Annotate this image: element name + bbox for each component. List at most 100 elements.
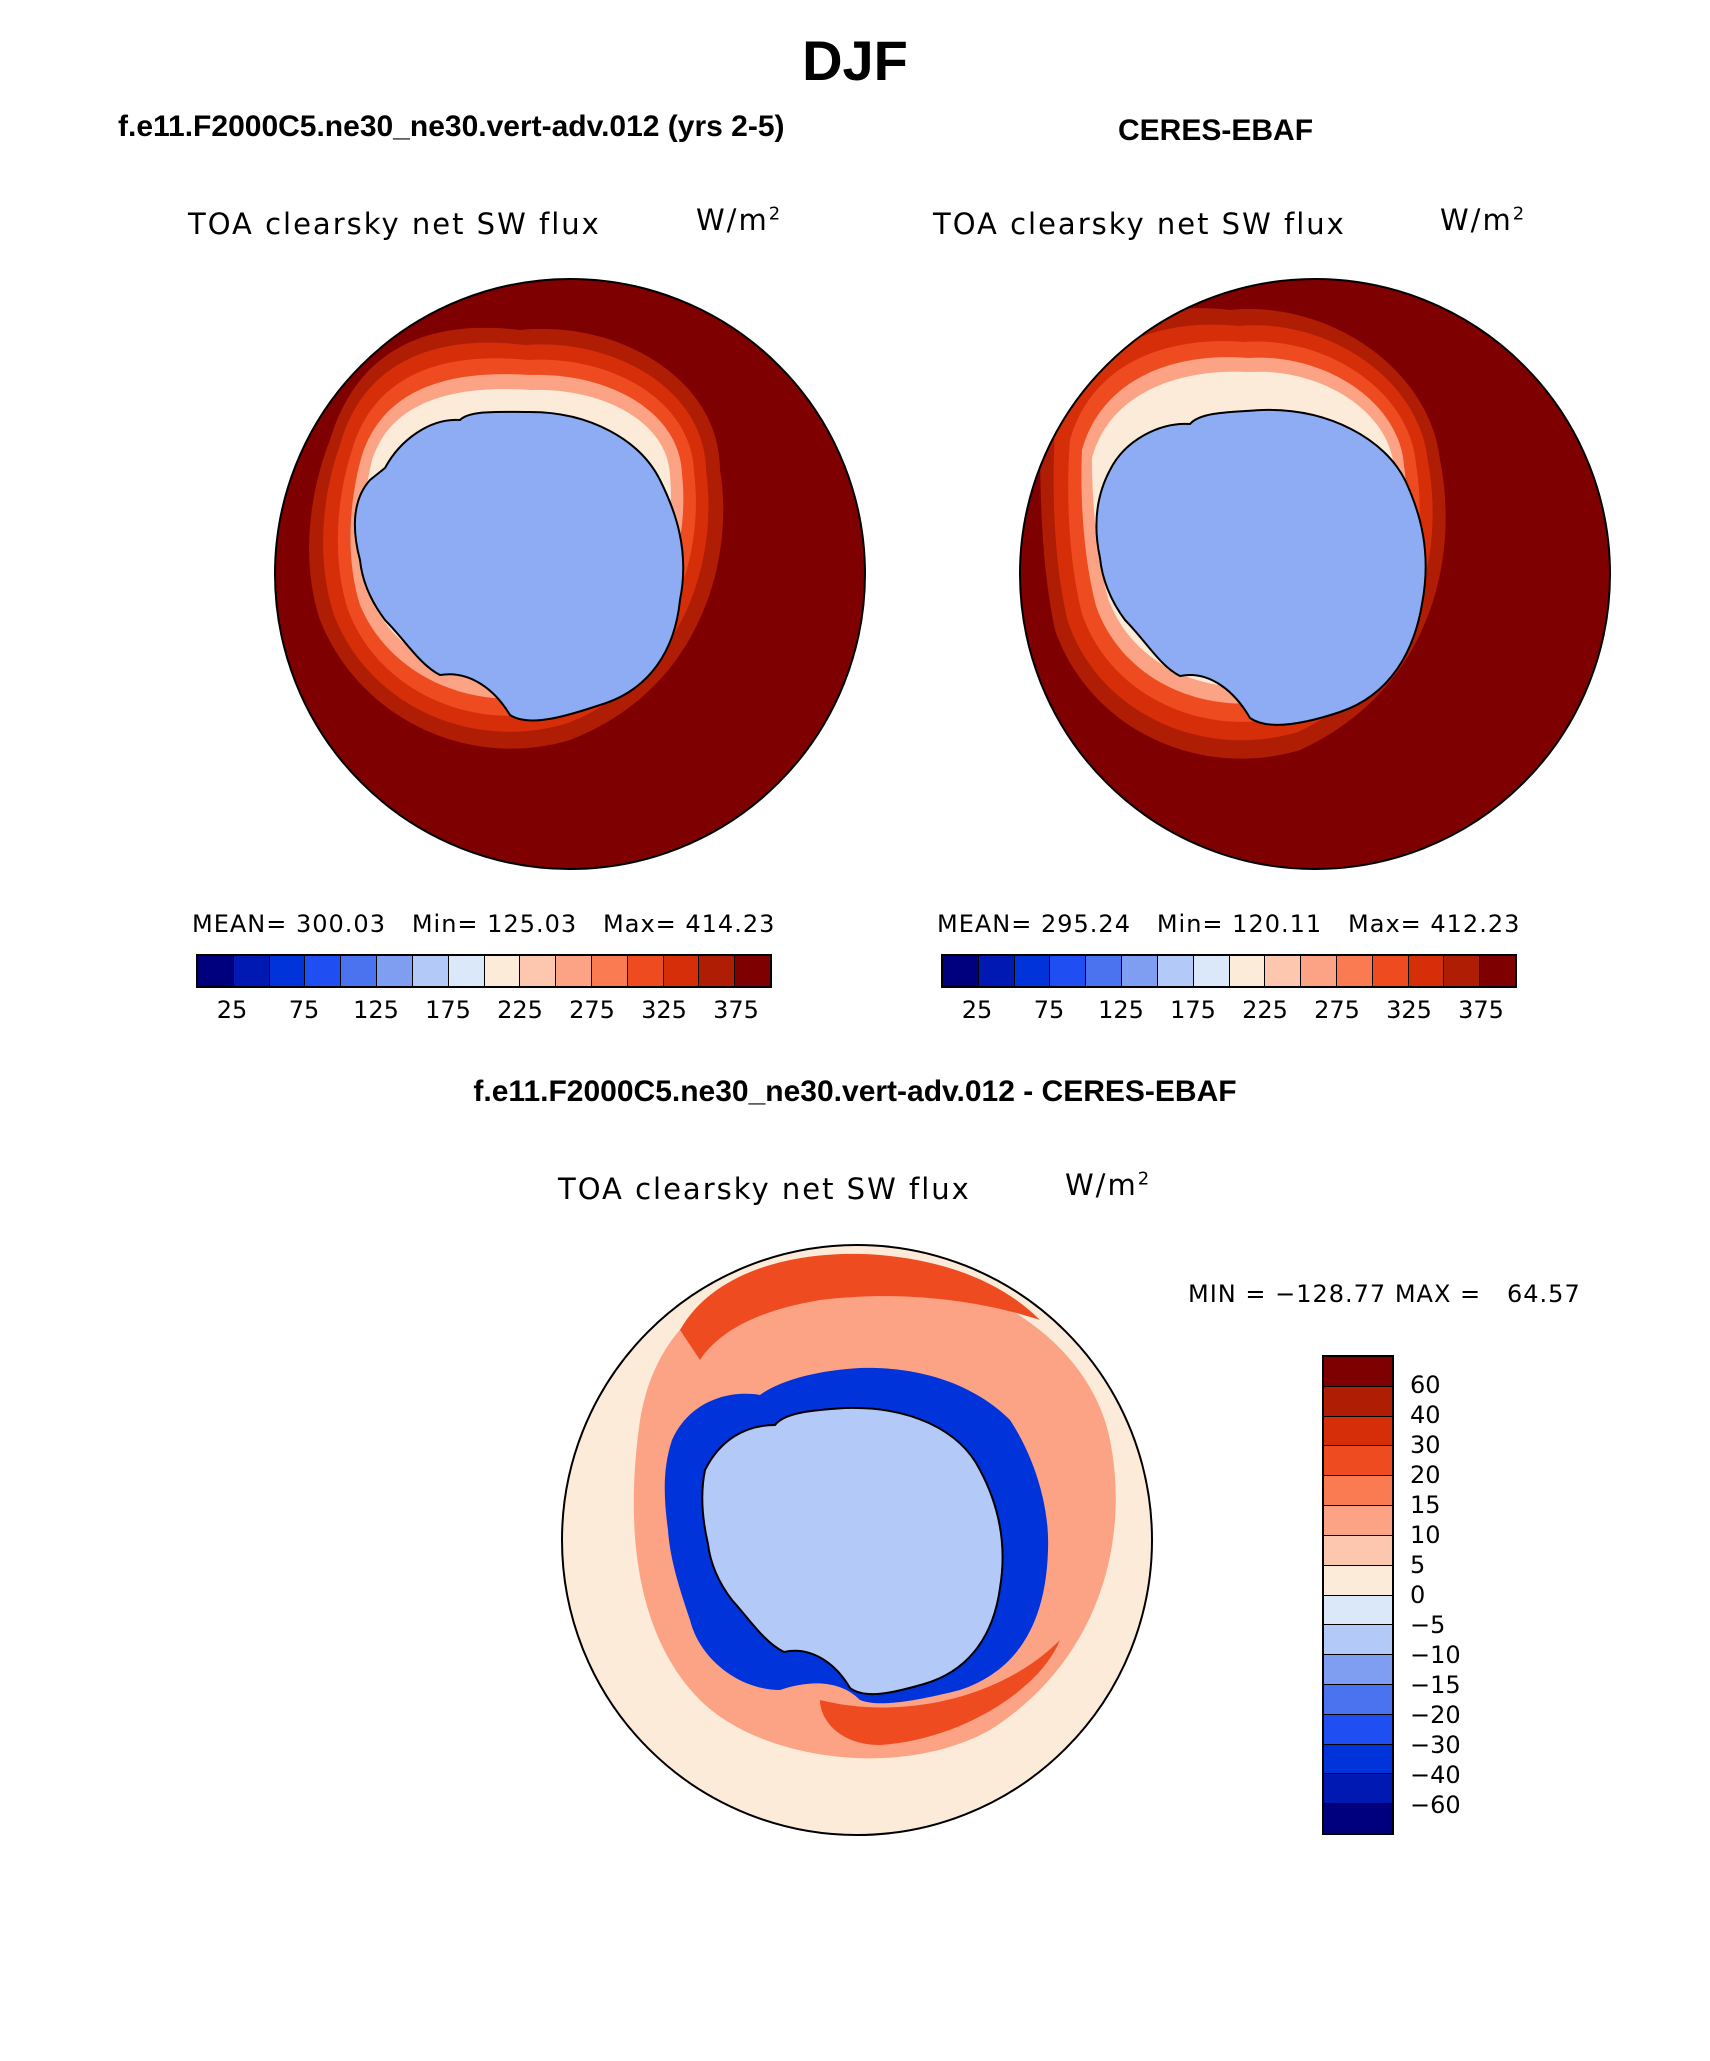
colorbar-swatch: [1324, 1506, 1392, 1536]
colorbar-swatch: [448, 956, 485, 986]
colorbar-level-label: −15: [1410, 1671, 1461, 1699]
colorbar-level-label: −20: [1410, 1701, 1461, 1729]
colorbar-swatch: [591, 956, 628, 986]
colorbar-tick-label: 125: [353, 996, 399, 1024]
colorbar-tick-label: 25: [216, 996, 248, 1024]
colorbar-tick-label: 225: [497, 996, 543, 1024]
colorbar-swatch: [1372, 956, 1409, 986]
colorbar-swatch: [305, 956, 342, 986]
colorbar-tick-label: 275: [569, 996, 615, 1024]
colorbar-tick-label: 225: [1242, 996, 1288, 1024]
colorbar-swatch: [520, 956, 557, 986]
colorbar-swatch: [1480, 956, 1515, 986]
colorbar-tick-label: 375: [713, 996, 759, 1024]
left-units-label: W/m2: [696, 203, 783, 237]
colorbar-swatch: [1444, 956, 1481, 986]
colorbar-swatch: [978, 956, 1015, 986]
colorbar-swatch: [735, 956, 770, 986]
colorbar-level-label: 0: [1410, 1581, 1426, 1609]
colorbar-swatch: [198, 956, 234, 986]
colorbar-swatch: [1324, 1476, 1392, 1507]
colorbar-swatch: [627, 956, 664, 986]
model-polar-map: [275, 279, 865, 869]
left-map-border: [274, 278, 866, 870]
colorbar-level-label: −10: [1410, 1641, 1461, 1669]
diff-stats: MIN = −128.77 MAX = 64.57: [1188, 1280, 1581, 1308]
colorbar-swatch: [943, 956, 979, 986]
colorbar-swatch: [1301, 956, 1337, 986]
diff-panel-title: f.e11.F2000C5.ne30_ne30.vert-adv.012 - C…: [473, 1075, 1237, 1108]
colorbar-tick-label: 275: [1314, 996, 1360, 1024]
right-units-label: W/m2: [1440, 203, 1527, 237]
left-variable-label: TOA clearsky net SW flux: [188, 207, 601, 241]
colorbar-tick-label: 175: [1170, 996, 1216, 1024]
colorbar-swatch: [1086, 956, 1123, 986]
diff-units-label: W/m2: [1065, 1168, 1152, 1202]
observation-polar-map: [1020, 279, 1610, 869]
colorbar-swatch: [1324, 1535, 1392, 1566]
colorbar-level-label: 20: [1410, 1461, 1441, 1489]
colorbar-swatch: [1324, 1714, 1392, 1745]
colorbar-swatch: [1122, 956, 1158, 986]
colorbar-tick-label: 125: [1098, 996, 1144, 1024]
colorbar-level-label: 5: [1410, 1551, 1426, 1579]
colorbar-swatch: [699, 956, 736, 986]
colorbar-level-label: 15: [1410, 1491, 1441, 1519]
colorbar-swatch: [663, 956, 700, 986]
diff-colorbar: [1322, 1355, 1394, 1835]
diff-colorbar-labels: 60 40 30 20 15 10 5 0 −5 −10 −15 −20 −30 −40 −60: [1410, 1355, 1490, 1835]
colorbar-swatch: [1324, 1446, 1392, 1477]
colorbar-level-label: −40: [1410, 1761, 1461, 1789]
right-variable-label: TOA clearsky net SW flux: [933, 207, 1346, 241]
left-colorbar-ticks: 25 75 125 175 225 275 325 375: [196, 996, 772, 1026]
right-panel-title: CERES-EBAF: [1118, 114, 1314, 147]
colorbar-swatch: [1324, 1595, 1392, 1626]
diff-antarctica: [701, 1406, 1004, 1696]
colorbar-swatch: [1229, 956, 1266, 986]
colorbar-swatch: [1408, 956, 1445, 986]
colorbar-tick-label: 325: [641, 996, 687, 1024]
colorbar-swatch: [1157, 956, 1194, 986]
colorbar-swatch: [556, 956, 592, 986]
colorbar-tick-label: 175: [425, 996, 471, 1024]
colorbar-swatch: [1193, 956, 1230, 986]
colorbar-tick-label: 375: [1458, 996, 1504, 1024]
colorbar-tick-label: 325: [1386, 996, 1432, 1024]
colorbar-level-label: 10: [1410, 1521, 1441, 1549]
colorbar-swatch: [1324, 1774, 1392, 1805]
colorbar-swatch: [1324, 1804, 1392, 1833]
colorbar-swatch: [377, 956, 413, 986]
colorbar-level-label: 60: [1410, 1371, 1441, 1399]
colorbar-swatch: [1336, 956, 1373, 986]
colorbar-tick-label: 75: [288, 996, 320, 1024]
colorbar-tick-label: 25: [961, 996, 993, 1024]
colorbar-swatch: [1324, 1625, 1392, 1656]
colorbar-swatch: [1324, 1744, 1392, 1775]
difference-polar-map: [562, 1245, 1152, 1835]
antarctica-ice: [353, 410, 685, 722]
antarctica-ice: [1095, 408, 1427, 726]
right-colorbar-ticks: 25 75 125 175 225 275 325 375: [941, 996, 1517, 1026]
right-map-border: [1019, 278, 1611, 870]
right-stats: MEAN= 295.24 Min= 120.11 Max= 412.23: [937, 910, 1521, 938]
diff-variable-label: TOA clearsky net SW flux: [558, 1172, 971, 1206]
colorbar-level-label: −30: [1410, 1731, 1461, 1759]
colorbar-swatch: [341, 956, 378, 986]
colorbar-tick-label: 75: [1033, 996, 1065, 1024]
colorbar-swatch: [1324, 1684, 1392, 1715]
colorbar-swatch: [1324, 1416, 1392, 1447]
left-colorbar: [196, 954, 772, 988]
right-colorbar: [941, 954, 1517, 988]
colorbar-level-label: 30: [1410, 1431, 1441, 1459]
left-stats: MEAN= 300.03 Min= 125.03 Max= 414.23: [192, 910, 776, 938]
colorbar-swatch: [1324, 1655, 1392, 1685]
diff-strong-positive-south: [820, 1640, 1060, 1745]
colorbar-swatch: [412, 956, 449, 986]
colorbar-swatch: [1324, 1386, 1392, 1417]
colorbar-swatch: [1014, 956, 1051, 986]
figure-title: DJF: [802, 29, 908, 92]
colorbar-swatch: [269, 956, 306, 986]
colorbar-swatch: [1050, 956, 1087, 986]
colorbar-level-label: −60: [1410, 1791, 1461, 1819]
